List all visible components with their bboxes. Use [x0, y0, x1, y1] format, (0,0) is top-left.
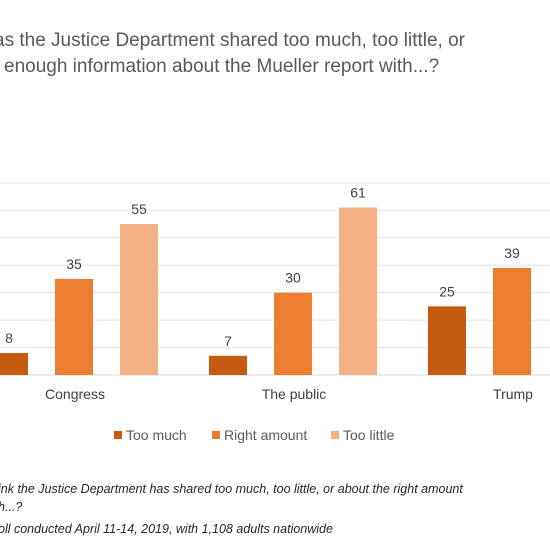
bar-value-label: 55 [131, 201, 147, 217]
legend-label-too-little: Too little [343, 427, 395, 443]
category-label: Congress [45, 386, 105, 402]
bar-value-label: 7 [224, 333, 232, 349]
bar-too-little-the-public [339, 207, 377, 375]
legend-label-right-amount: Right amount [224, 427, 308, 443]
category-label: Trump [493, 386, 533, 402]
bars [0, 207, 531, 375]
bar-value-label: 61 [350, 185, 366, 201]
category-labels: Congress The public Trump [45, 386, 533, 402]
bar-too-much-congress [0, 353, 28, 375]
legend-swatch-too-much [114, 431, 122, 439]
bar-right-amount-the-public [274, 292, 312, 375]
bar-right-amount-trump [493, 267, 531, 375]
bar-too-little-congress [120, 224, 158, 375]
chart-title-line-2: enough information about the Mueller rep… [4, 56, 440, 77]
bar-value-labels: 8 7 25 35 30 39 55 61 [5, 185, 520, 349]
legend-item-too-little: Too little [331, 427, 394, 443]
legend-swatch-too-little [331, 431, 339, 439]
legend-item-right-amount: Right amount [212, 427, 307, 443]
bar-value-label: 30 [285, 270, 301, 286]
footnote-line-1: ink the Justice Department has shared to… [0, 482, 463, 496]
bar-value-label: 8 [5, 330, 13, 346]
bar-too-much-the-public [209, 355, 247, 375]
legend-label-too-much: Too much [126, 427, 187, 443]
legend-item-too-much: Too much [114, 427, 187, 443]
bar-value-label: 35 [66, 256, 82, 272]
bar-too-much-trump [428, 306, 466, 375]
legend-swatch-right-amount [212, 431, 220, 439]
legend: Too much Right amount Too little [0, 427, 550, 447]
category-label: The public [262, 386, 327, 402]
chart-title-line-1: as the Justice Department shared too muc… [0, 30, 466, 51]
bar-value-label: 39 [504, 245, 520, 261]
bar-right-amount-congress [55, 278, 93, 375]
bar-value-label: 25 [439, 283, 455, 299]
footnote-line-3: oll conducted April 11-14, 2019, with 1,… [0, 522, 333, 536]
footnote-line-2: h...? [0, 500, 23, 514]
